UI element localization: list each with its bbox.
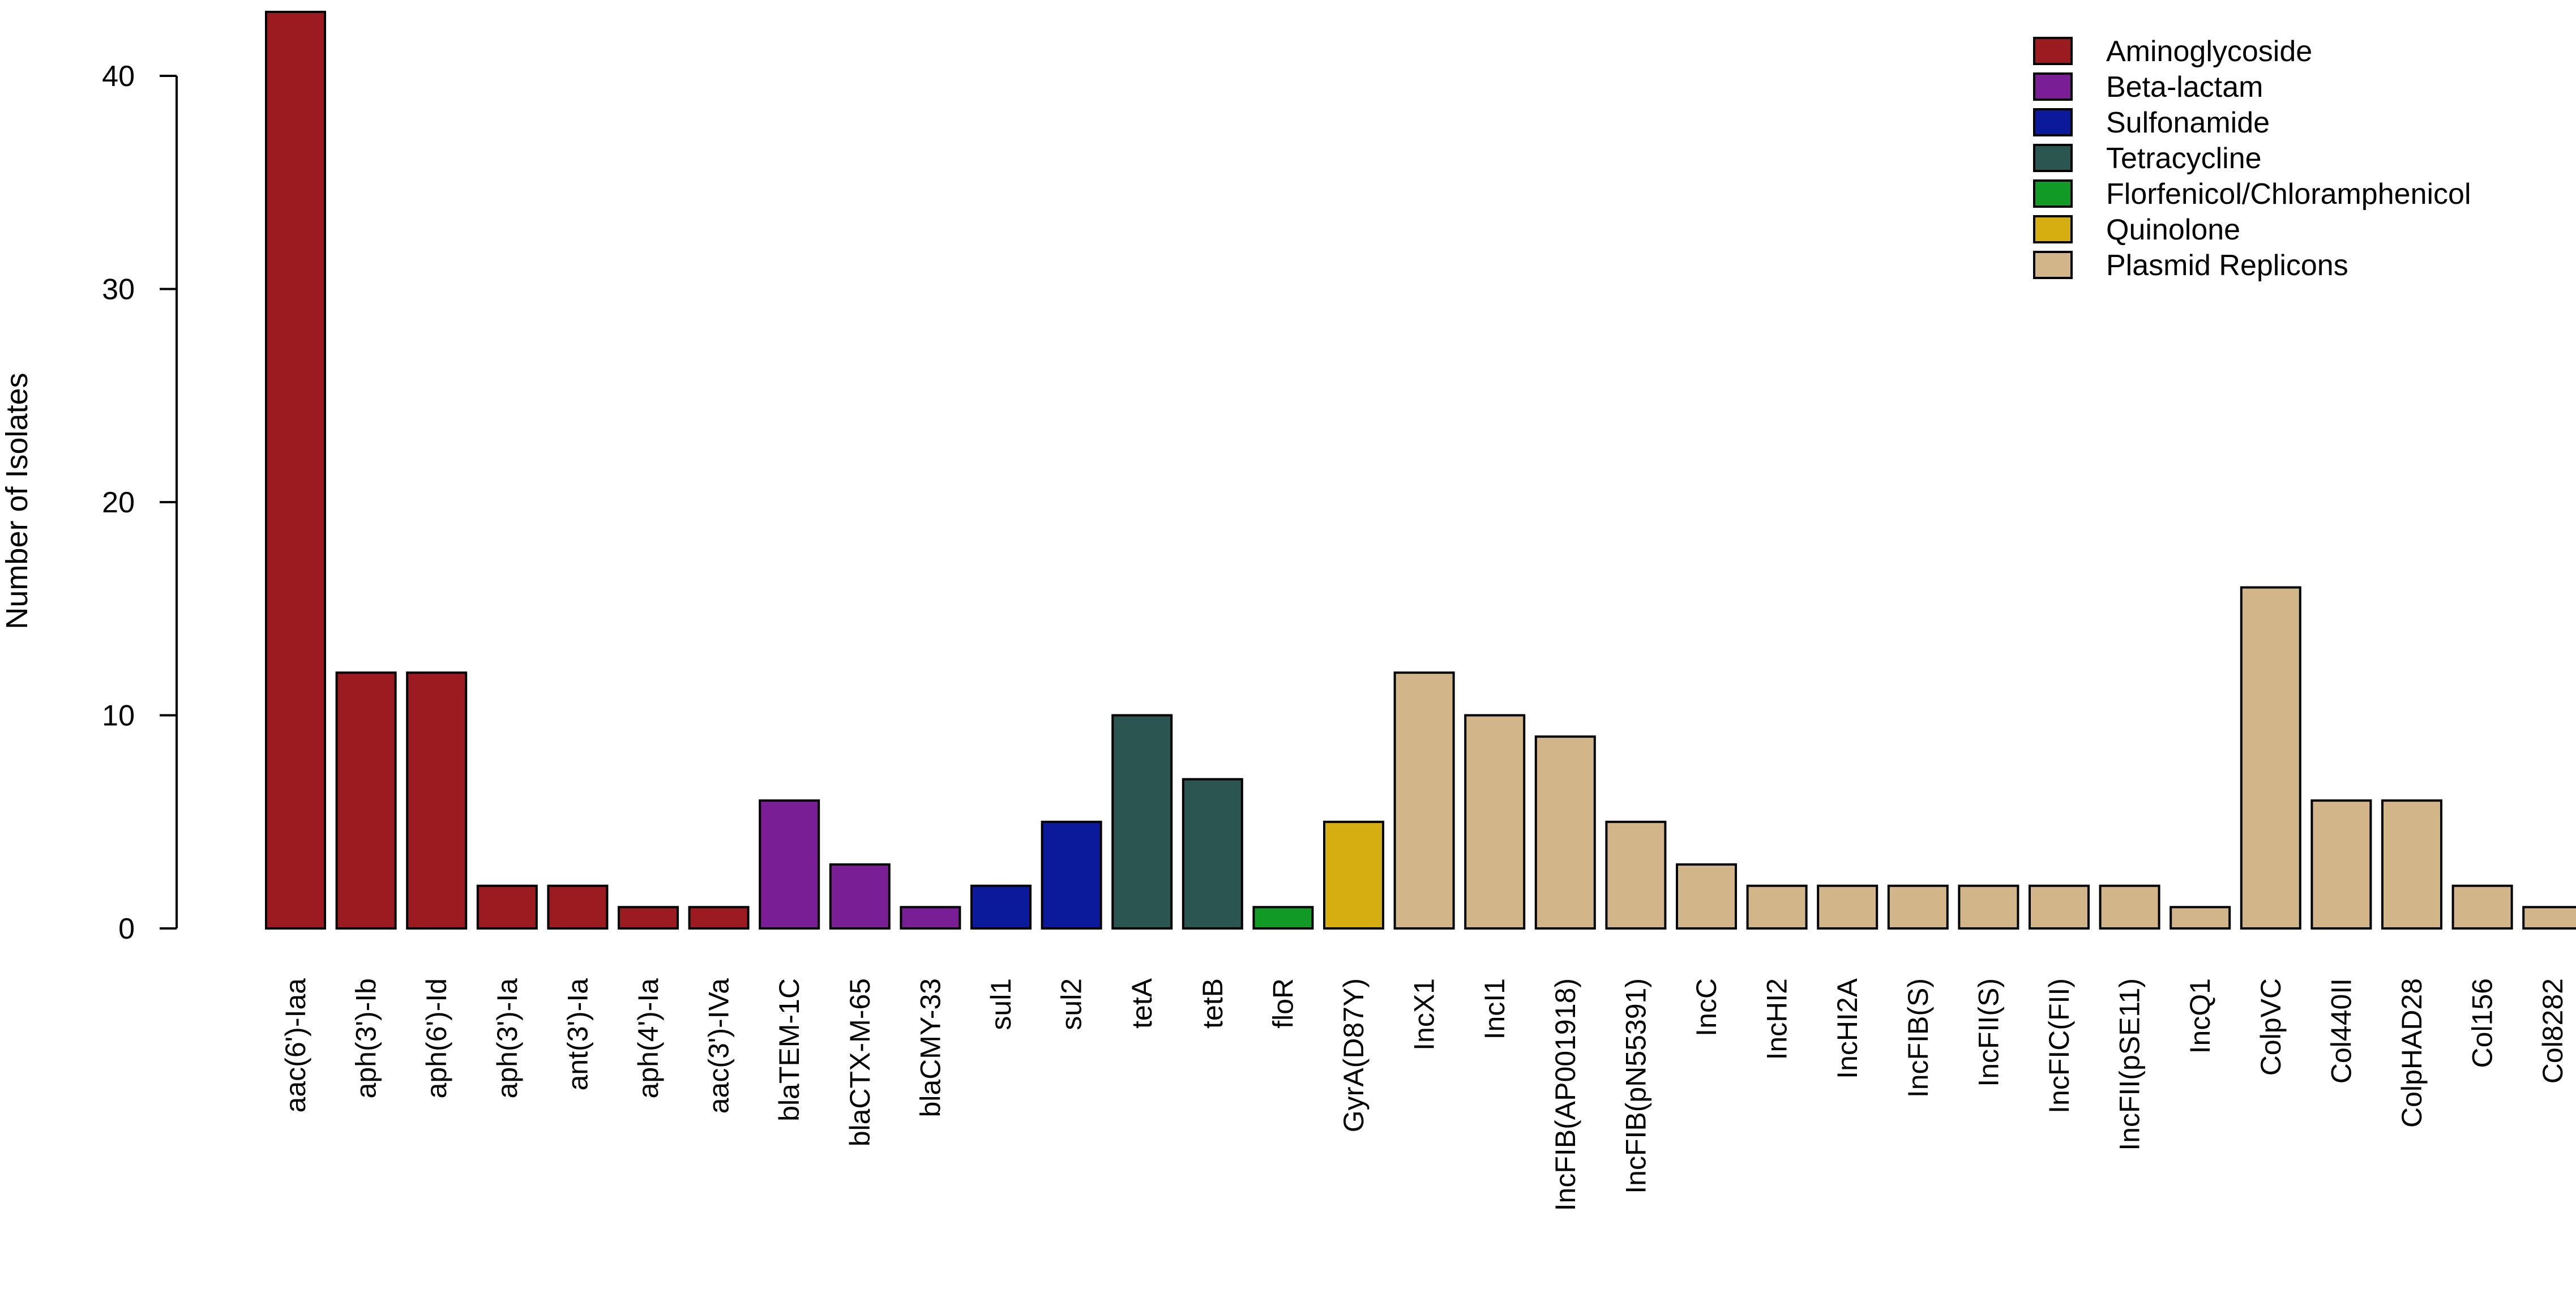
- bar: [2099, 884, 2160, 930]
- legend-label: Quinolone: [2106, 213, 2240, 246]
- x-category-label: ColpVC: [2255, 978, 2287, 1076]
- legend-swatch: [2033, 179, 2073, 208]
- x-category-label: aac(6')-Iaa: [280, 978, 311, 1113]
- bar: [1676, 863, 1737, 930]
- bar: [1252, 906, 1314, 930]
- x-category-label: IncFIB(pN55391): [1620, 978, 1651, 1194]
- bar: [1393, 671, 1455, 930]
- bar: [1534, 735, 1596, 930]
- bar: [1041, 820, 1102, 930]
- bar: [2381, 799, 2442, 930]
- x-category-label: sul2: [1056, 978, 1088, 1030]
- x-category-label: aph(6')-Id: [421, 978, 452, 1098]
- bar: [1464, 714, 1526, 930]
- x-category-label: floR: [1267, 978, 1299, 1029]
- legend-label: Tetracycline: [2106, 142, 2262, 175]
- x-category-label: Col156: [2467, 978, 2498, 1068]
- x-category-label: blaTEM-1C: [773, 978, 805, 1121]
- bar: [265, 11, 326, 930]
- legend-swatch: [2033, 144, 2073, 172]
- bar: [1887, 884, 1949, 930]
- y-axis: 0 10 20 30 40: [102, 60, 178, 945]
- bar: [1958, 884, 2019, 930]
- bar: [1746, 884, 1808, 930]
- x-category-label: ColpHAD28: [2396, 978, 2428, 1128]
- bar: [1605, 820, 1667, 930]
- bar: [2310, 799, 2372, 930]
- bar: [547, 884, 609, 930]
- x-category-label: IncI1: [1479, 978, 1510, 1039]
- bar: [759, 799, 820, 930]
- bars: [265, 11, 2576, 930]
- legend-swatch: [2033, 108, 2073, 136]
- bar: [1323, 820, 1384, 930]
- legend-label: Beta-lactam: [2106, 71, 2263, 104]
- legend-swatch: [2033, 215, 2073, 243]
- y-tick-label: 10: [102, 700, 135, 733]
- x-category-label: aph(4')-Ia: [632, 978, 664, 1099]
- x-category-label: IncC: [1691, 978, 1722, 1037]
- y-tick-label: 20: [102, 486, 135, 519]
- legend-label: Florfenicol/Chloramphenicol: [2106, 178, 2471, 211]
- x-axis-labels: aac(6')-Iaa aph(3')-Ib aph(6')-Id aph(3')-I…: [280, 978, 2569, 1211]
- bar: [476, 884, 538, 930]
- x-category-label: blaCTX-M-65: [844, 978, 876, 1146]
- x-category-label: IncFIB(S): [1902, 978, 1934, 1098]
- bar: [406, 671, 468, 930]
- x-category-label: tetB: [1197, 978, 1229, 1029]
- x-category-label: Col8282: [2537, 978, 2569, 1084]
- x-category-label: sul1: [985, 978, 1017, 1030]
- x-category-label: ant(3')-Ia: [562, 978, 593, 1091]
- x-category-label: IncHI2A: [1832, 978, 1863, 1079]
- x-category-label: IncX1: [1409, 978, 1440, 1051]
- legend-label: Plasmid Replicons: [2106, 249, 2348, 282]
- x-category-label: aph(3')-Ia: [491, 978, 523, 1099]
- bar: [618, 906, 679, 930]
- legend: AminoglycosideBeta-lactamSulfonamideTetr…: [2033, 35, 2471, 282]
- bar: [1817, 884, 1878, 930]
- x-category-label: aph(3')-Ib: [350, 978, 382, 1098]
- legend-label: Sulfonamide: [2106, 106, 2270, 139]
- legend-label: Aminoglycoside: [2106, 35, 2312, 68]
- bar: [900, 906, 961, 930]
- bar: [2029, 884, 2090, 930]
- bar: [335, 671, 397, 930]
- bar: [829, 863, 891, 930]
- x-category-label: IncFII(pSE11): [2114, 978, 2146, 1151]
- legend-swatch: [2033, 251, 2073, 279]
- x-category-label: IncQ1: [2184, 978, 2216, 1054]
- y-tick-label: 40: [102, 60, 135, 93]
- x-category-label: IncFII(S): [1972, 978, 2004, 1087]
- y-tick-label: 30: [102, 273, 135, 306]
- bar: [688, 906, 750, 930]
- x-category-label: IncFIB(AP001918): [1550, 978, 1581, 1211]
- x-category-label: aac(3')-IVa: [703, 978, 735, 1114]
- y-tick-label: 0: [118, 913, 135, 945]
- x-category-label: tetA: [1126, 978, 1158, 1029]
- bar: [1182, 778, 1243, 930]
- bar: [1111, 714, 1173, 930]
- bar: [2451, 884, 2513, 930]
- x-category-label: IncFIC(FII): [2043, 978, 2075, 1114]
- bar: [2240, 586, 2301, 930]
- x-category-label: GyrA(D87Y): [1338, 978, 1370, 1132]
- bar: [2522, 906, 2576, 930]
- x-category-label: blaCMY-33: [914, 978, 946, 1118]
- x-category-label: Col440II: [2325, 978, 2357, 1084]
- bar: [2170, 906, 2231, 930]
- x-category-label: IncHI2: [1761, 978, 1793, 1060]
- y-axis-title: Number of Isolates: [0, 373, 34, 629]
- legend-swatch: [2033, 37, 2073, 65]
- legend-swatch: [2033, 72, 2073, 101]
- bar: [970, 884, 1032, 930]
